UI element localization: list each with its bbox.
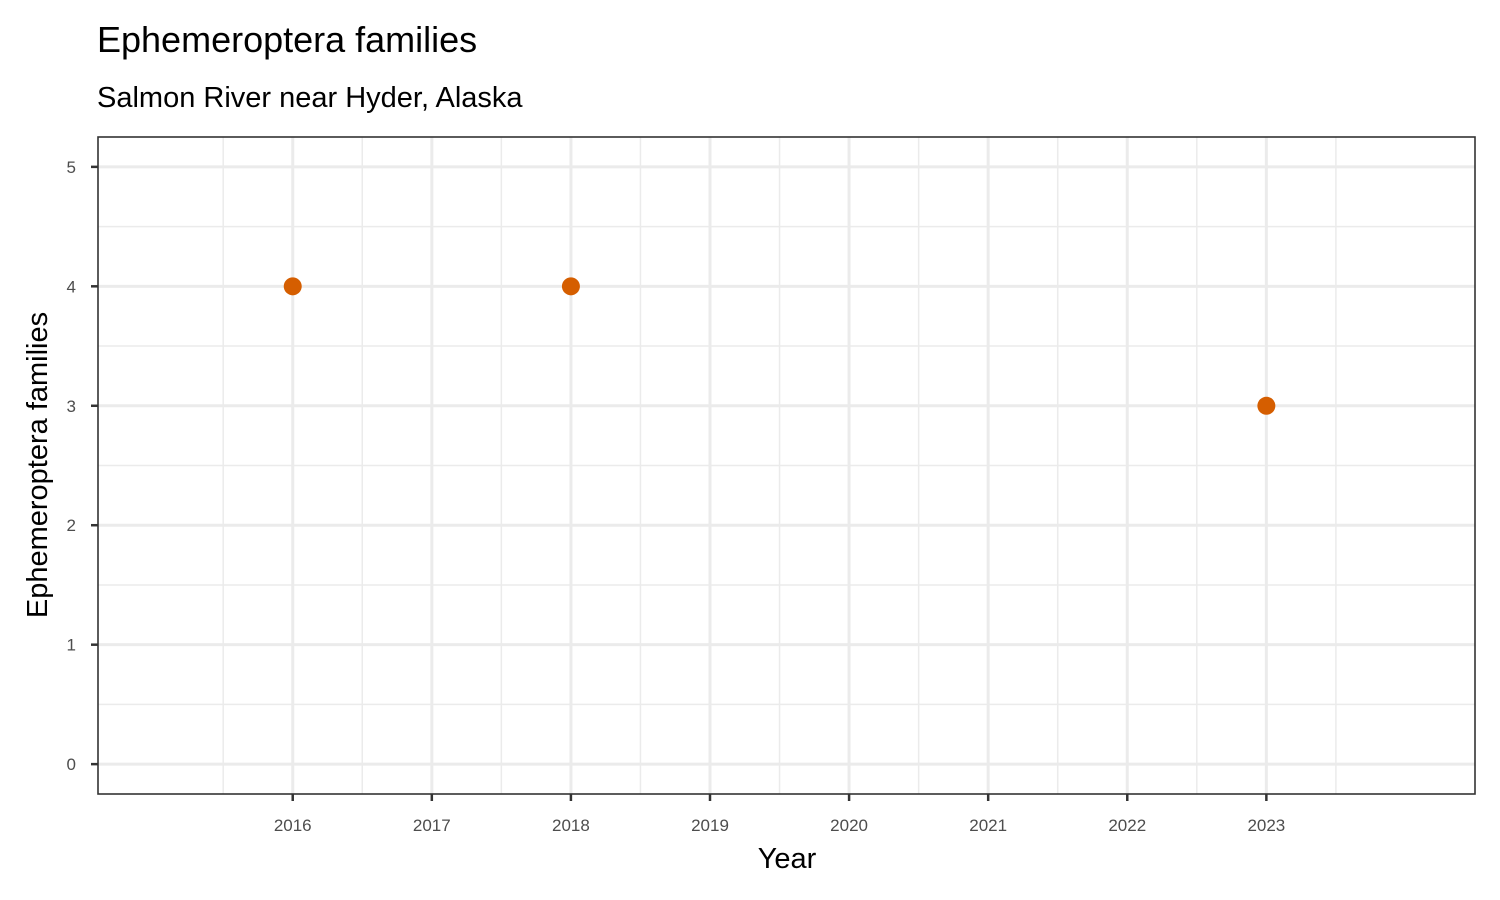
y-tick-label: 3 <box>67 397 76 416</box>
data-points <box>283 277 1276 415</box>
x-tick-label: 2022 <box>1108 816 1146 835</box>
data-point <box>561 277 580 296</box>
x-tick-label: 2017 <box>413 816 451 835</box>
x-tick-label: 2021 <box>969 816 1007 835</box>
chart-title: Ephemeroptera families <box>97 19 477 60</box>
y-tick-label: 5 <box>67 158 76 177</box>
y-tick-label: 0 <box>67 755 76 774</box>
data-point <box>283 277 302 296</box>
x-axis-title: Year <box>758 843 817 875</box>
x-tick-label: 2023 <box>1247 816 1285 835</box>
minor-gridlines <box>98 137 1475 794</box>
major-gridlines <box>98 137 1475 794</box>
x-tick-label: 2018 <box>552 816 590 835</box>
chart-subtitle: Salmon River near Hyder, Alaska <box>97 82 523 114</box>
y-axis-title: Ephemeroptera families <box>22 312 54 618</box>
data-point <box>1257 396 1276 415</box>
x-tick-label: 2019 <box>691 816 729 835</box>
panel-border <box>97 136 1476 795</box>
x-tick-label: 2016 <box>274 816 312 835</box>
x-axis: 2016 2017 2018 2019 2020 2021 2022 2023 <box>274 794 1285 835</box>
y-tick-label: 4 <box>67 277 76 296</box>
y-tick-label: 1 <box>67 636 76 655</box>
y-axis: 0 1 2 3 4 5 <box>67 158 98 774</box>
y-tick-label: 2 <box>67 516 76 535</box>
x-tick-label: 2020 <box>830 816 868 835</box>
